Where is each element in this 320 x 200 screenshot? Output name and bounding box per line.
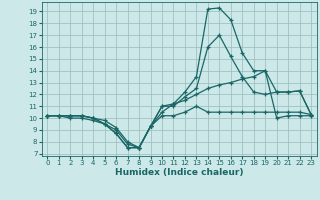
- X-axis label: Humidex (Indice chaleur): Humidex (Indice chaleur): [115, 168, 244, 177]
